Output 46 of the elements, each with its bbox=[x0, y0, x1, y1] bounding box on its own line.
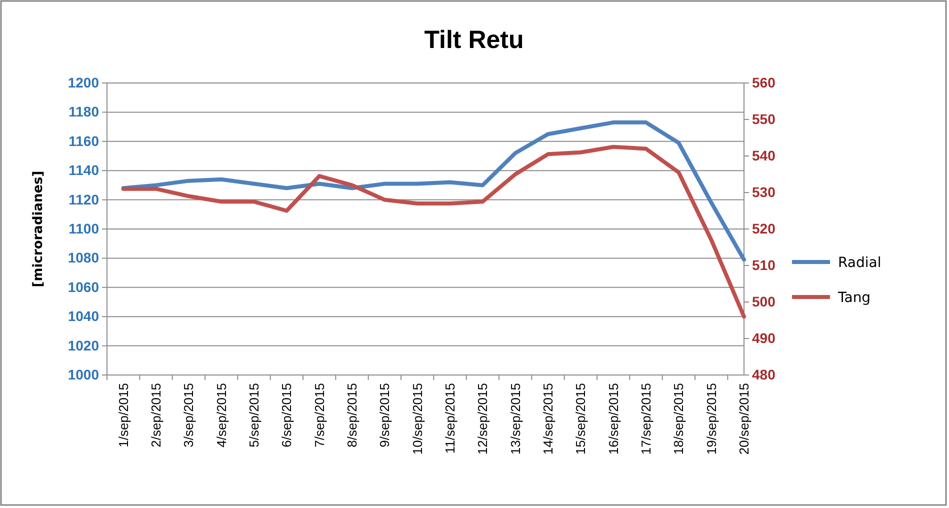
y2-tick-label: 550 bbox=[752, 110, 776, 127]
y-axis-title: [microradianes] bbox=[31, 170, 46, 288]
x-tick-label: 8/sep/2015 bbox=[344, 383, 360, 448]
x-tick-label: 4/sep/2015 bbox=[214, 383, 229, 448]
line-series bbox=[121, 144, 746, 319]
x-tick-label: 18/sep/2015 bbox=[671, 383, 686, 455]
legend-label: Radial bbox=[838, 254, 882, 271]
y2-tick-label: 490 bbox=[752, 330, 776, 346]
x-tick-label: 9/sep/2015 bbox=[377, 383, 392, 448]
x-tick-label: 6/sep/2015 bbox=[279, 383, 294, 448]
x-tick-label: 19/sep/2015 bbox=[704, 383, 719, 455]
x-tick-label: 10/sep/2015 bbox=[410, 383, 425, 455]
y2-tick-label: 520 bbox=[752, 220, 776, 236]
x-tick-label: 1/sep/2015 bbox=[116, 383, 131, 448]
y2-tick-label: 510 bbox=[752, 256, 776, 273]
x-tick-label: 11/sep/2015 bbox=[442, 383, 458, 454]
y-tick-label: 1080 bbox=[68, 250, 100, 266]
y-tick-label: 1180 bbox=[68, 104, 100, 120]
x-tick-label: 14/sep/2015 bbox=[540, 383, 556, 455]
x-tick-label: 13/sep/2015 bbox=[508, 383, 523, 455]
y2-tick-label: 500 bbox=[752, 293, 776, 310]
y2-tick-label: 540 bbox=[752, 147, 776, 164]
x-tick-label: 12/sep/2015 bbox=[475, 383, 490, 455]
y-tick-label: 1000 bbox=[68, 366, 100, 382]
y-tick-label: 1040 bbox=[68, 308, 100, 324]
x-tick-label: 16/sep/2015 bbox=[606, 383, 621, 455]
chart-title: Tilt Retu bbox=[424, 26, 524, 54]
x-tick-label: 5/sep/2015 bbox=[246, 383, 262, 448]
y-tick-label: 1120 bbox=[68, 191, 100, 208]
x-tick-label: 7/sep/2015 bbox=[312, 383, 327, 448]
line-series bbox=[121, 120, 746, 262]
x-tick-label: 15/sep/2015 bbox=[573, 383, 588, 455]
y-tick-label: 1140 bbox=[68, 162, 100, 178]
legend-label: Tang bbox=[837, 290, 871, 306]
x-tick-label: 20/sep/2015 bbox=[736, 383, 752, 455]
y2-tick-label: 530 bbox=[752, 184, 776, 200]
y2-tick-label: 560 bbox=[752, 74, 776, 90]
y-tick-label: 1020 bbox=[68, 337, 100, 354]
x-tick-label: 2/sep/2015 bbox=[148, 383, 164, 448]
y-tick-label: 1100 bbox=[68, 220, 100, 236]
x-tick-label: 17/sep/2015 bbox=[638, 383, 654, 455]
y-tick-label: 1060 bbox=[68, 278, 100, 295]
x-tick-label: 3/sep/2015 bbox=[181, 383, 196, 448]
y-tick-label: 1200 bbox=[68, 74, 100, 90]
y2-tick-label: 480 bbox=[752, 366, 776, 382]
y-tick-label: 1160 bbox=[68, 132, 100, 149]
